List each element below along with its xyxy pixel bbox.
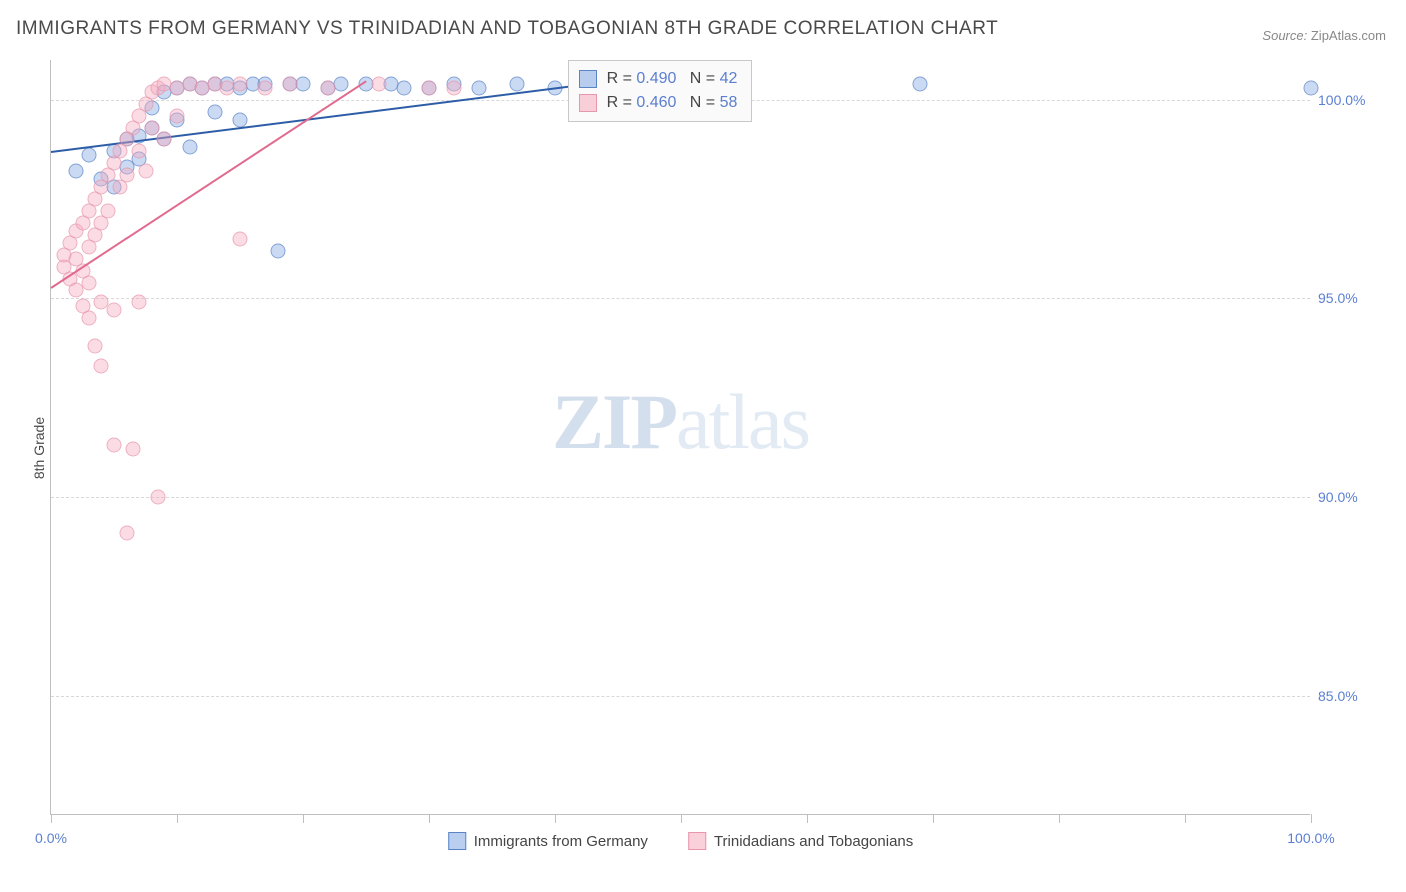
y-tick-label: 100.0% [1318, 92, 1374, 108]
data-point [151, 490, 166, 505]
legend-item: Immigrants from Germany [448, 832, 648, 850]
legend-swatch [448, 832, 466, 850]
data-point [144, 120, 159, 135]
legend-swatch [579, 70, 597, 88]
legend-item: Trinidadians and Tobagonians [688, 832, 913, 850]
legend-stat-text: R = 0.460 N = 58 [607, 91, 738, 115]
data-point [69, 164, 84, 179]
chart-title: IMMIGRANTS FROM GERMANY VS TRINIDADIAN A… [16, 18, 998, 40]
data-point [1304, 80, 1319, 95]
data-point [100, 204, 115, 219]
data-point [207, 104, 222, 119]
series-legend: Immigrants from Germany Trinidadians and … [448, 832, 914, 850]
watermark-zip: ZIP [552, 378, 676, 465]
x-tick [933, 814, 934, 823]
data-point [270, 243, 285, 258]
watermark-atlas: atlas [676, 378, 809, 465]
data-point [371, 76, 386, 91]
x-tick [51, 814, 52, 823]
watermark: ZIPatlas [552, 377, 809, 467]
data-point [132, 295, 147, 310]
data-point [119, 168, 134, 183]
data-point [258, 80, 273, 95]
data-point [132, 144, 147, 159]
y-tick-label: 90.0% [1318, 489, 1374, 505]
gridline [51, 497, 1310, 498]
x-tick [1311, 814, 1312, 823]
data-point [510, 76, 525, 91]
y-axis-label: 8th Grade [31, 416, 47, 478]
data-point [233, 112, 248, 127]
source-attribution: Source: ZipAtlas.com [1262, 28, 1386, 43]
legend-swatch [688, 832, 706, 850]
data-point [170, 108, 185, 123]
x-tick [177, 814, 178, 823]
legend-label: Trinidadians and Tobagonians [714, 833, 913, 850]
x-tick-label: 100.0% [1287, 830, 1334, 846]
data-point [81, 275, 96, 290]
x-tick [429, 814, 430, 823]
data-point [233, 231, 248, 246]
x-tick [303, 814, 304, 823]
gridline [51, 298, 1310, 299]
data-point [107, 438, 122, 453]
data-point [472, 80, 487, 95]
data-point [94, 358, 109, 373]
data-point [157, 132, 172, 147]
source-label: Source: [1262, 28, 1307, 43]
source-value: ZipAtlas.com [1311, 28, 1386, 43]
plot-area: ZIPatlas 85.0%90.0%95.0%100.0%0.0%100.0%… [50, 60, 1310, 815]
data-point [182, 140, 197, 155]
data-point [422, 80, 437, 95]
data-point [81, 311, 96, 326]
data-point [233, 76, 248, 91]
x-tick [1185, 814, 1186, 823]
x-tick [807, 814, 808, 823]
stats-legend: R = 0.490 N = 42R = 0.460 N = 58 [568, 60, 753, 122]
legend-label: Immigrants from Germany [474, 833, 648, 850]
x-tick-label: 0.0% [35, 830, 67, 846]
x-tick [681, 814, 682, 823]
x-tick [555, 814, 556, 823]
data-point [81, 148, 96, 163]
chart-container: 8th Grade ZIPatlas 85.0%90.0%95.0%100.0%… [50, 60, 1390, 835]
data-point [107, 303, 122, 318]
data-point [447, 80, 462, 95]
legend-row: R = 0.460 N = 58 [579, 91, 738, 115]
gridline [51, 696, 1310, 697]
x-tick [1059, 814, 1060, 823]
data-point [125, 442, 140, 457]
data-point [321, 80, 336, 95]
data-point [138, 164, 153, 179]
data-point [396, 80, 411, 95]
legend-stat-text: R = 0.490 N = 42 [607, 67, 738, 91]
legend-swatch [579, 94, 597, 112]
y-tick-label: 85.0% [1318, 688, 1374, 704]
data-point [283, 76, 298, 91]
data-point [119, 525, 134, 540]
legend-row: R = 0.490 N = 42 [579, 67, 738, 91]
data-point [913, 76, 928, 91]
data-point [88, 339, 103, 354]
y-tick-label: 95.0% [1318, 290, 1374, 306]
